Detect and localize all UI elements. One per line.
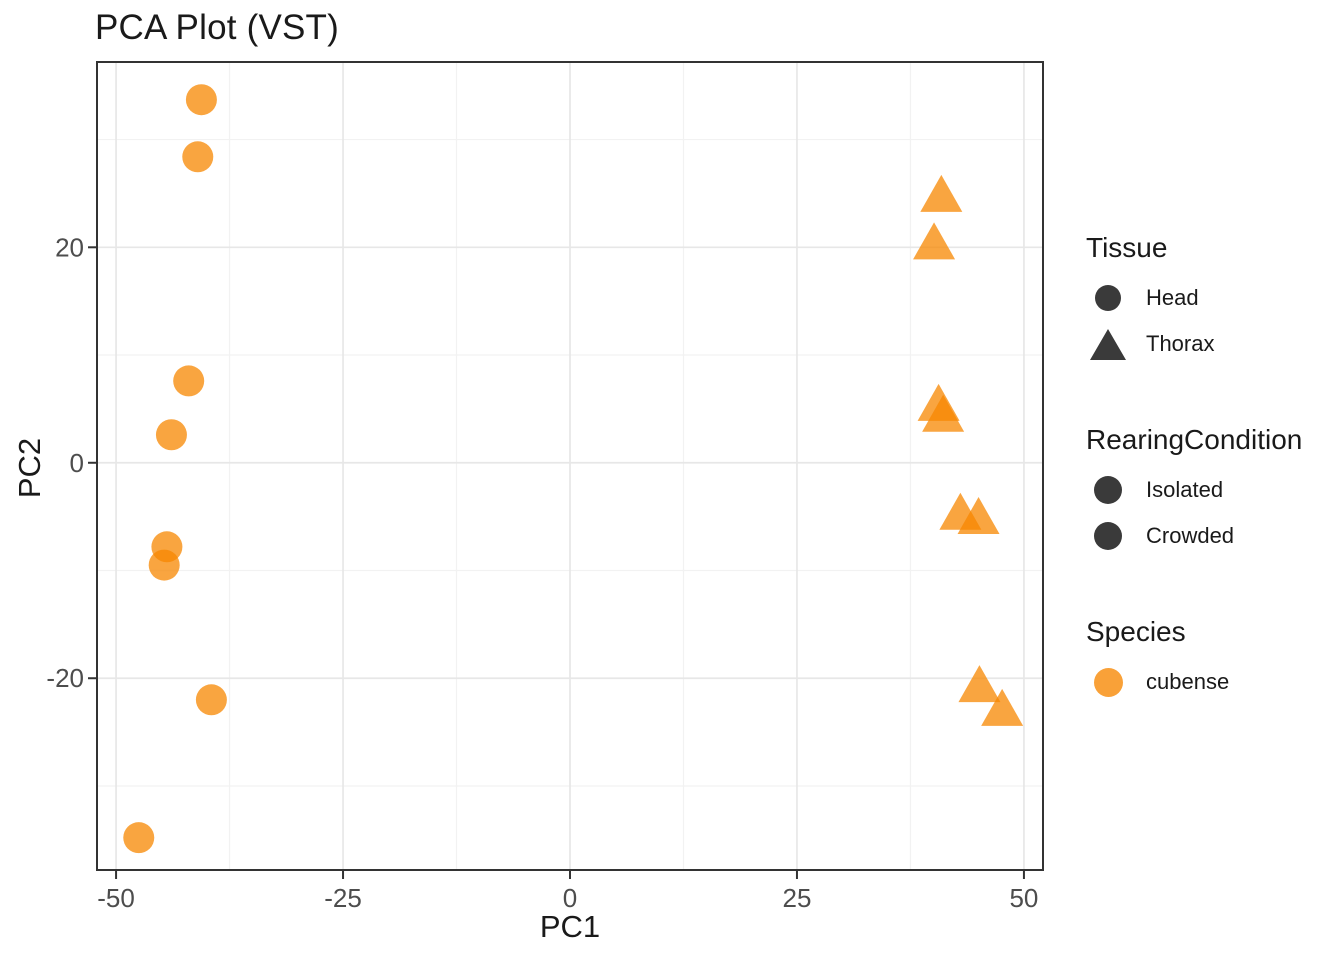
y-axis-title: PC2 [12,437,47,499]
x-tick-label: -25 [324,883,362,913]
data-point-head-circle [185,84,217,116]
data-point-head-circle [123,822,155,854]
data-point-head-circle [148,549,180,581]
x-tick-label: 0 [563,883,577,913]
x-axis-title: PC1 [539,909,601,944]
data-point-thorax-triangle [981,688,1024,726]
x-tick-label: 50 [1009,883,1038,913]
x-tick-label: -50 [97,883,135,913]
data-point-thorax-triangle [958,665,1001,703]
data-point-head-circle [173,365,205,397]
y-tick-label: 0 [70,448,84,478]
y-tick-label: -20 [46,663,84,693]
data-point-thorax-triangle [957,497,1000,535]
data-point-thorax-triangle [913,222,956,260]
data-point-head-circle [155,419,187,451]
data-point-head-circle [195,684,227,716]
data-point-head-circle [182,141,214,173]
x-tick-label: 25 [783,883,812,913]
data-point-thorax-triangle [920,174,963,212]
data-point-thorax-triangle [922,394,965,432]
y-tick-label: 20 [55,232,84,262]
plot-title: PCA Plot (VST) [95,8,339,47]
